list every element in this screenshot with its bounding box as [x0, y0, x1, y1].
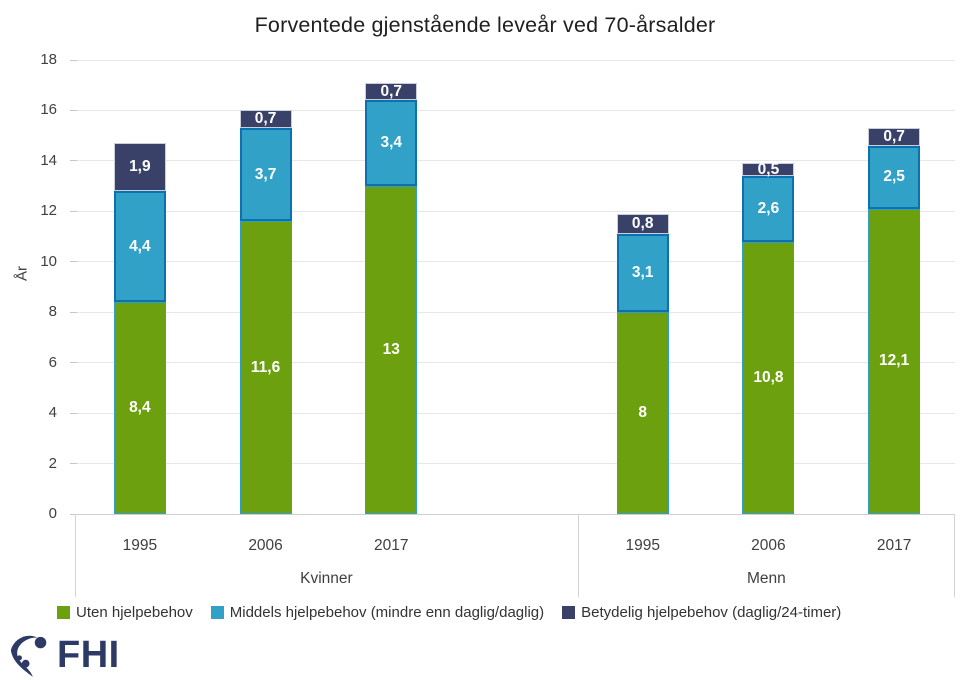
y-axis-tick-label: 18: [40, 51, 57, 68]
gridline: [75, 261, 955, 263]
bar-value-label: 4,4: [129, 237, 151, 255]
bar-value-label: 3,4: [380, 134, 403, 152]
gridline: [75, 210, 955, 212]
bar-value-label: 10,8: [753, 368, 784, 386]
gridline: [75, 160, 955, 162]
x-axis-year-label: 1995: [122, 537, 158, 554]
y-axis-tick-label: 16: [40, 101, 57, 119]
gridline: [75, 362, 955, 364]
legend-item: Uten hjelpebehov: [57, 604, 193, 621]
legend: Uten hjelpebehov Middels hjelpebehov (min…: [57, 604, 841, 621]
y-axis-tick-label: 8: [48, 303, 57, 321]
chart-title: Forventede gjenstående leveår ved 70-års…: [254, 13, 716, 37]
y-axis-tick-label: 2: [48, 454, 57, 472]
category-divider: [75, 514, 76, 597]
group-label-menn: Menn: [747, 570, 786, 587]
legend-label: Betydelig hjelpebehov (daglig/24-timer): [581, 604, 842, 621]
y-axis-tick: [70, 463, 77, 465]
y-axis-tick: [70, 513, 77, 515]
bar-value-label: 8: [638, 404, 648, 422]
gridline: [75, 109, 955, 111]
gridline: [75, 412, 955, 414]
y-axis-tick: [70, 362, 77, 364]
bar-segment: 0,7: [365, 82, 418, 101]
category-divider: [577, 514, 579, 597]
bar-value-label: 3,7: [254, 165, 277, 183]
bar-segment: 1,9: [113, 143, 166, 192]
y-axis-tick: [70, 412, 77, 414]
bar-value-label: 11,6: [250, 358, 281, 376]
x-axis-year-label: 2006: [751, 537, 786, 554]
category-divider: [954, 514, 955, 597]
y-axis-tick-label: 6: [48, 353, 57, 371]
bar-segment: 2,5: [868, 145, 921, 209]
bar-value-label: 0,7: [883, 127, 905, 145]
y-axis-tick-label: 4: [48, 404, 57, 422]
gridline: [75, 463, 955, 465]
x-axis-year-label: 1995: [625, 537, 660, 554]
x-axis-year-label: 2017: [876, 537, 912, 554]
bar-segment: 12,1: [868, 208, 921, 514]
legend-label: Uten hjelpebehov: [76, 604, 193, 621]
legend-item: Middels hjelpebehov (mindre enn daglig/d…: [210, 604, 545, 621]
y-axis-tick-label: 0: [48, 505, 57, 522]
bar-segment: 8,4: [113, 302, 166, 514]
bar-segment: 3,1: [616, 234, 669, 313]
fhi-figure-icon: [10, 635, 47, 677]
bar-value-label: 0,5: [757, 160, 780, 178]
bar-value-label: 0,7: [380, 82, 403, 100]
bar-value-label: 12,1: [879, 352, 910, 370]
group-label-kvinner: Kvinner: [300, 570, 353, 587]
legend-swatch-icon: [57, 606, 70, 619]
bar-segment: 3,4: [365, 100, 418, 187]
legend-swatch-icon: [562, 606, 576, 619]
y-axis-tick: [70, 109, 77, 111]
bar-segment: 10,8: [742, 241, 795, 514]
bar-segment: 0,8: [616, 213, 669, 235]
fhi-logo: FHI: [8, 632, 120, 678]
bar-segment: 8: [616, 312, 669, 514]
bar-segment: 11,6: [239, 221, 292, 514]
bar-value-label: 3,1: [631, 264, 654, 282]
bar-value-label: 8,4: [129, 399, 151, 417]
bar-value-label: 1,9: [129, 158, 151, 176]
gridline: [75, 59, 955, 61]
bar-segment: 13: [365, 186, 418, 514]
bar-value-label: 0,8: [631, 214, 654, 232]
bar-segment: 0,5: [742, 160, 795, 178]
y-axis-tick: [70, 210, 77, 212]
bar-value-label: 2,6: [757, 199, 780, 217]
bar-segment: 0,7: [239, 110, 292, 129]
legend-item: Betydelig hjelpebehov (daglig/24-timer): [562, 604, 841, 621]
bar-value-label: 13: [382, 341, 400, 359]
bar-segment: 4,4: [113, 191, 166, 303]
x-axis-line: [75, 513, 955, 515]
gridline: [75, 311, 955, 313]
bar-segment: 0,7: [868, 127, 921, 146]
y-axis-tick-label: 10: [40, 252, 57, 270]
legend-swatch-icon: [210, 606, 224, 619]
y-axis-tick: [70, 261, 77, 263]
fhi-logo-text: FHI: [57, 634, 120, 676]
bar-segment: 3,7: [239, 128, 292, 222]
y-axis-tick-label: 12: [40, 202, 57, 220]
y-axis-tick-label: 14: [40, 151, 57, 169]
y-axis-tick: [70, 59, 77, 61]
y-axis-tick: [70, 160, 77, 162]
x-axis-year-label: 2006: [248, 537, 283, 554]
bar-value-label: 2,5: [883, 168, 905, 186]
x-axis-year-label: 2017: [374, 537, 409, 554]
y-axis-tick: [70, 311, 77, 313]
bar-value-label: 0,7: [254, 110, 277, 128]
legend-label: Middels hjelpebehov (mindre enn daglig/d…: [229, 604, 545, 621]
bar-segment: 2,6: [742, 176, 795, 242]
